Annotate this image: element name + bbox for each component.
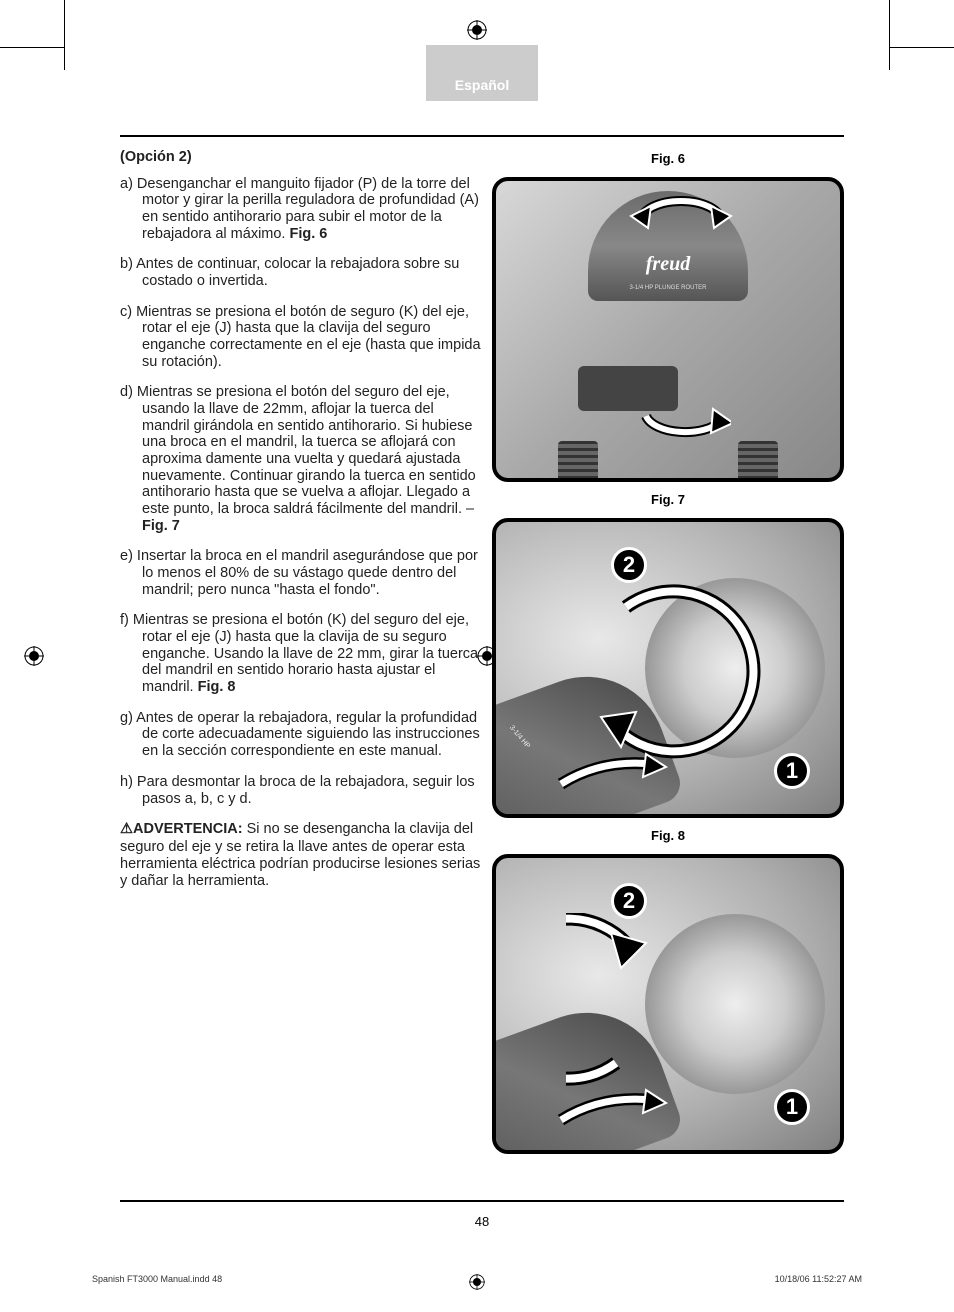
section-title: (Opción 2) — [120, 149, 482, 166]
fig7-badge-1: 1 — [774, 753, 810, 789]
warning-label: ADVERTENCIA: — [133, 821, 243, 837]
fig6-image: freud 3-1/4 HP PLUNGE ROUTER — [492, 177, 844, 482]
step-g: g) Antes de operar la rebajadora, regula… — [120, 710, 482, 760]
fig8-badge-2: 2 — [611, 883, 647, 919]
step-b: b) Antes de continuar, colocar la rebaja… — [120, 256, 482, 289]
page-number: 48 — [475, 1214, 489, 1229]
fig8-press-arrow — [551, 1085, 671, 1135]
registration-mark-bottom — [469, 1274, 485, 1292]
fig8-badge-1: 1 — [774, 1089, 810, 1125]
fig8-caption: Fig. 8 — [492, 828, 844, 843]
footer-filename: Spanish FT3000 Manual.indd 48 — [92, 1274, 222, 1284]
registration-mark-top — [467, 20, 487, 40]
fig7-rotation-arrow — [566, 577, 786, 777]
footer-timestamp: 10/18/06 11:52:27 AM — [775, 1274, 862, 1284]
rotation-arrow-bottom — [631, 401, 731, 461]
figures-column: Fig. 6 freud 3-1/4 HP PLUNGE ROUTER — [492, 149, 844, 1200]
router-model-label: 3-1/4 HP PLUNGE ROUTER — [630, 285, 707, 291]
fig7-image: 3-1/4 HP 2 1 — [492, 518, 844, 818]
registration-mark-left — [24, 646, 44, 666]
step-h: h) Para desmontar la broca de la rebajad… — [120, 774, 482, 807]
fig7-badge-2: 2 — [611, 547, 647, 583]
fig8-image: 2 1 — [492, 854, 844, 1154]
text-column: (Opción 2) a) Desenganchar el manguito f… — [120, 149, 482, 1200]
warning-icon: ⚠ — [120, 821, 133, 837]
router-brand-label: freud — [646, 253, 690, 276]
language-tab: Español — [426, 45, 538, 101]
step-c: c) Mientras se presiona el botón de segu… — [120, 304, 482, 371]
warning-paragraph: ⚠ADVERTENCIA: Si no se desengancha la cl… — [120, 821, 482, 891]
step-e: e) Insertar la broca en el mandril asegu… — [120, 548, 482, 598]
step-a: a) Desenganchar el manguito fijador (P) … — [120, 176, 482, 243]
fig8-rotation-arrow — [566, 913, 786, 1113]
fig7-press-arrow — [551, 749, 671, 799]
step-d: d) Mientras se presiona el botón del seg… — [120, 384, 482, 534]
rotation-arrow-top — [626, 186, 736, 241]
fig7-caption: Fig. 7 — [492, 492, 844, 507]
print-footer: Spanish FT3000 Manual.indd 48 10/18/06 1… — [92, 1274, 862, 1284]
step-f: f) Mientras se presiona el botón (K) del… — [120, 612, 482, 695]
fig6-caption: Fig. 6 — [492, 151, 844, 166]
